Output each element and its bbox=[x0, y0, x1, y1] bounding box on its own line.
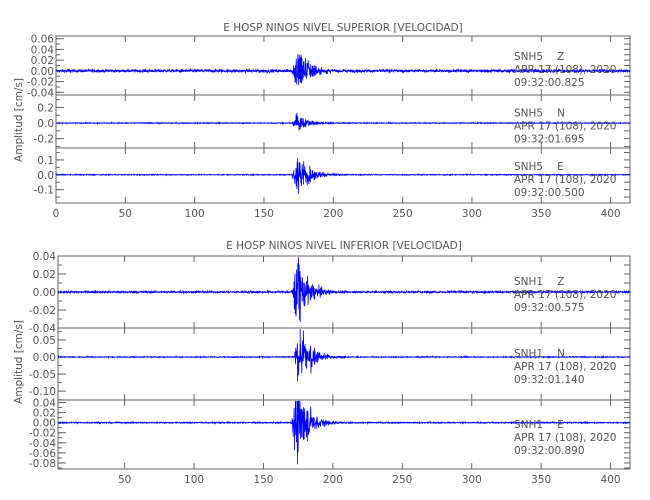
station-label: SNH1 E bbox=[514, 419, 564, 431]
station-label: SNH1 Z bbox=[514, 276, 564, 288]
y-tick-label: -0.02 bbox=[29, 428, 56, 440]
y-tick-label: 0.05 bbox=[33, 335, 56, 347]
y-tick-label: 0.00 bbox=[33, 287, 56, 299]
y-axis-label: Amplitud [cm/s] bbox=[13, 78, 25, 162]
y-tick-label: 0.02 bbox=[33, 269, 56, 281]
x-tick-label: 150 bbox=[254, 208, 274, 220]
x-tick-label: 200 bbox=[323, 474, 343, 486]
y-tick-label: 0.04 bbox=[33, 398, 57, 410]
record-time: 09:32:00.500 bbox=[514, 187, 585, 199]
chart-title: E HOSP NINOS NIVEL INFERIOR [VELOCIDAD] bbox=[226, 240, 462, 252]
station-name: SNH5 bbox=[514, 161, 543, 173]
x-tick-label: 50 bbox=[118, 474, 131, 486]
record-time: 09:32:00.890 bbox=[514, 445, 585, 457]
record-time: 09:32:00.575 bbox=[514, 302, 585, 314]
y-tick-label: 0.04 bbox=[31, 44, 55, 56]
y-tick-label: 0.02 bbox=[31, 55, 54, 67]
y-axis-label: Amplitud [cm/s] bbox=[13, 320, 25, 404]
component-name: Z bbox=[557, 51, 564, 63]
y-tick-label: 0.1 bbox=[37, 155, 54, 167]
y-tick-label: 0.0 bbox=[37, 170, 54, 182]
y-tick-label: -0.06 bbox=[29, 448, 56, 460]
y-tick-label: -0.08 bbox=[29, 458, 56, 470]
y-tick-label: -0.02 bbox=[27, 77, 54, 89]
x-tick-label: 400 bbox=[601, 208, 621, 220]
component-name: N bbox=[557, 107, 565, 119]
x-tick-label: 300 bbox=[462, 474, 482, 486]
y-tick-label: -0.04 bbox=[27, 87, 54, 99]
y-tick-label: -0.04 bbox=[29, 323, 56, 335]
station-label: SNH5 Z bbox=[514, 51, 564, 63]
station-name: SNH1 bbox=[514, 348, 543, 360]
x-tick-label: 0 bbox=[53, 208, 60, 220]
station-name: SNH1 bbox=[514, 276, 543, 288]
panel-frame bbox=[57, 399, 631, 470]
y-tick-label: -0.04 bbox=[29, 438, 56, 450]
component-name: E bbox=[557, 161, 564, 173]
waveform-trace bbox=[56, 112, 631, 131]
waveform-trace bbox=[58, 328, 631, 382]
y-tick-label: -0.02 bbox=[29, 305, 56, 317]
waveform-trace bbox=[57, 400, 631, 465]
x-tick-label: 350 bbox=[531, 208, 551, 220]
x-tick-label: 250 bbox=[392, 474, 412, 486]
y-tick-label: -0.1 bbox=[34, 185, 55, 197]
y-tick-label: 0.00 bbox=[33, 352, 56, 364]
waveform-trace bbox=[55, 158, 631, 195]
record-date: APR 17 (108), 2020 bbox=[514, 289, 616, 301]
y-tick-label: -0.10 bbox=[29, 386, 56, 398]
station-name: SNH5 bbox=[514, 107, 543, 119]
y-tick-label: 0.0 bbox=[37, 118, 54, 130]
component-name: E bbox=[557, 419, 564, 431]
record-date: APR 17 (108), 2020 bbox=[514, 174, 616, 186]
x-tick-label: 50 bbox=[119, 208, 132, 220]
station-name: SNH1 bbox=[514, 419, 543, 431]
record-date: APR 17 (108), 2020 bbox=[514, 432, 616, 444]
x-tick-label: 250 bbox=[393, 208, 413, 220]
x-tick-label: 100 bbox=[185, 208, 205, 220]
chart-title: E HOSP NINOS NIVEL SUPERIOR [VELOCIDAD] bbox=[223, 22, 462, 34]
station-label: SNH1 N bbox=[514, 348, 565, 360]
x-tick-label: 100 bbox=[184, 474, 204, 486]
x-tick-label: 150 bbox=[253, 474, 273, 486]
y-tick-label: 0.2 bbox=[37, 102, 54, 114]
x-tick-label: 350 bbox=[531, 474, 551, 486]
record-time: 09:32:01.140 bbox=[514, 374, 585, 386]
y-tick-label: -0.05 bbox=[29, 369, 56, 381]
y-tick-label: 0.04 bbox=[33, 251, 57, 263]
record-time: 09:32:01.695 bbox=[514, 133, 585, 145]
x-tick-label: 200 bbox=[323, 208, 343, 220]
record-date: APR 17 (108), 2020 bbox=[514, 64, 616, 76]
y-tick-label: 0.00 bbox=[33, 418, 56, 430]
station-label: SNH5 N bbox=[514, 107, 565, 119]
waveform-trace bbox=[55, 53, 631, 86]
y-tick-label: 0.06 bbox=[31, 34, 55, 46]
station-label: SNH5 E bbox=[514, 161, 564, 173]
panel-SNH1-E: 0.040.020.00-0.02-0.04-0.06-0.08 SNH1 EAPR… bbox=[29, 398, 631, 470]
waveform-trace bbox=[57, 257, 631, 323]
seismogram-chart-2: E HOSP NINOS NIVEL INFERIOR [VELOCIDAD] A… bbox=[13, 240, 631, 486]
record-date: APR 17 (108), 2020 bbox=[514, 120, 616, 132]
station-name: SNH5 bbox=[514, 51, 543, 63]
y-tick-label: -0.2 bbox=[34, 134, 55, 146]
seismogram-chart-1: E HOSP NINOS NIVEL SUPERIOR [VELOCIDAD] A… bbox=[13, 22, 631, 220]
y-tick-label: 0.00 bbox=[31, 66, 54, 78]
y-tick-label: 0.02 bbox=[33, 408, 56, 420]
x-tick-label: 300 bbox=[462, 208, 482, 220]
component-name: N bbox=[557, 348, 565, 360]
component-name: Z bbox=[557, 276, 564, 288]
record-time: 09:32:00.825 bbox=[514, 77, 585, 89]
record-date: APR 17 (108), 2020 bbox=[514, 361, 616, 373]
x-tick-label: 400 bbox=[601, 474, 621, 486]
